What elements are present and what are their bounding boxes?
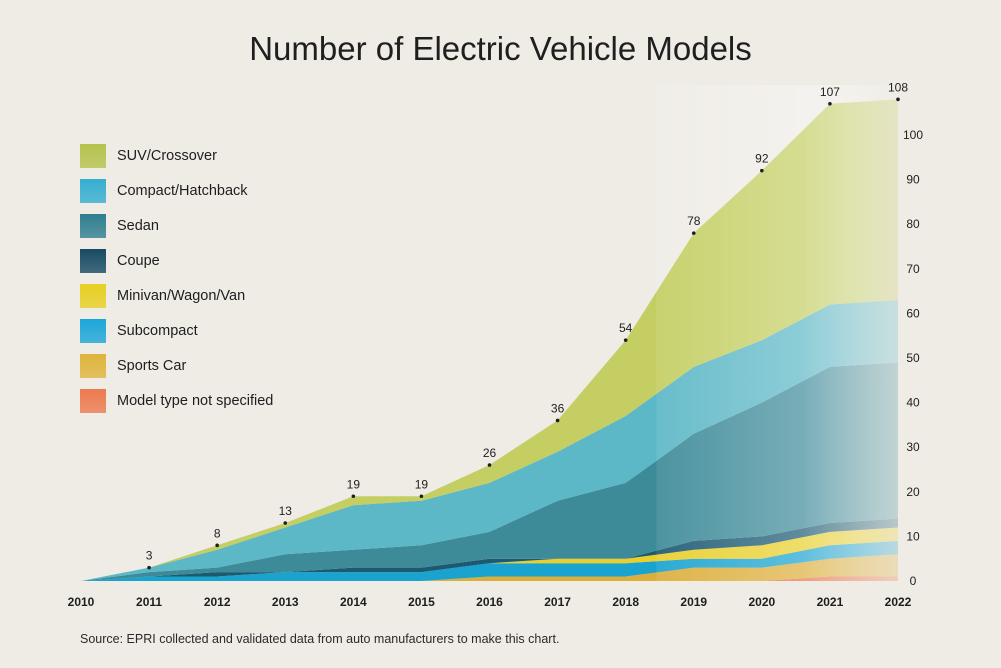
legend-swatch-model-type-not-specified xyxy=(80,388,106,413)
x-tick-2014: 2014 xyxy=(340,595,367,609)
y-axis: 0 10 20 30 40 50 60 70 80 90 100 xyxy=(903,128,923,588)
y-tick-0: 0 xyxy=(910,574,917,588)
x-tick-2011: 2011 xyxy=(136,595,162,609)
x-tick-2022: 2022 xyxy=(885,595,912,609)
chart-title: Number of Electric Vehicle Models xyxy=(249,30,752,67)
x-tick-2015: 2015 xyxy=(408,595,435,609)
legend-item-minivan-wagon-van: Minivan/Wagon/Van xyxy=(80,278,273,313)
y-tick-50: 50 xyxy=(906,351,920,365)
total-label-2016: 26 xyxy=(483,446,497,460)
total-label-2021: 107 xyxy=(820,85,840,99)
x-tick-2018: 2018 xyxy=(612,595,639,609)
y-tick-40: 40 xyxy=(906,396,920,410)
legend-label: Coupe xyxy=(117,252,160,269)
legend: SUV/Crossover Compact/Hatchback Sedan Coupe… xyxy=(80,138,273,418)
total-label-2019: 78 xyxy=(687,214,701,228)
legend-swatch-minivan-wagon-van xyxy=(80,283,106,308)
legend-swatch-subcompact xyxy=(80,318,106,343)
legend-swatch-sports-car xyxy=(80,353,106,378)
y-tick-10: 10 xyxy=(906,529,920,543)
x-tick-2021: 2021 xyxy=(817,595,844,609)
total-label-2013: 13 xyxy=(279,504,293,518)
total-marker-2016 xyxy=(487,463,492,467)
total-label-2011: 3 xyxy=(146,549,153,563)
total-labels: 3 8 13 19 19 26 36 54 78 92 107 108 xyxy=(146,80,908,570)
legend-label: Minivan/Wagon/Van xyxy=(117,287,246,304)
x-tick-2019: 2019 xyxy=(680,595,707,609)
total-marker-2021 xyxy=(828,101,832,106)
x-tick-2013: 2013 xyxy=(272,595,299,609)
total-marker-2015 xyxy=(419,494,424,499)
legend-label: Subcompact xyxy=(117,322,198,339)
x-tick-2016: 2016 xyxy=(476,595,503,609)
legend-label: Sedan xyxy=(117,217,159,234)
legend-item-subcompact: Subcompact xyxy=(80,313,273,348)
legend-item-suv-crossover: SUV/Crossover xyxy=(80,138,273,173)
legend-swatch-compact-hatchback xyxy=(80,178,106,203)
y-tick-30: 30 xyxy=(906,440,920,454)
total-label-2015: 19 xyxy=(415,477,429,491)
total-marker-2020 xyxy=(760,168,764,173)
legend-item-sedan: Sedan xyxy=(80,208,273,243)
legend-swatch-suv-crossover xyxy=(80,143,106,168)
total-marker-2022 xyxy=(896,97,900,102)
y-tick-70: 70 xyxy=(906,262,920,276)
legend-swatch-coupe xyxy=(80,248,106,273)
y-tick-90: 90 xyxy=(906,173,920,187)
x-tick-2017: 2017 xyxy=(544,595,571,609)
legend-item-sports-car: Sports Car xyxy=(80,348,273,383)
total-marker-2013 xyxy=(283,521,288,525)
total-label-2020: 92 xyxy=(755,152,769,166)
total-label-2022: 108 xyxy=(888,80,908,94)
legend-item-model-type-not-specified: Model type not specified xyxy=(80,383,273,418)
legend-item-compact-hatchback: Compact/Hatchback xyxy=(80,173,273,208)
y-tick-20: 20 xyxy=(906,485,920,499)
total-marker-2011 xyxy=(147,565,151,570)
legend-label: SUV/Crossover xyxy=(117,147,217,164)
projection-overlay xyxy=(656,85,899,581)
legend-label: Sports Car xyxy=(117,357,187,374)
legend-label: Compact/Hatchback xyxy=(117,182,248,199)
total-marker-2012 xyxy=(215,543,219,548)
total-marker-2014 xyxy=(351,494,356,499)
total-marker-2017 xyxy=(555,418,560,423)
total-label-2014: 19 xyxy=(347,477,361,491)
source-note: Source: EPRI collected and validated dat… xyxy=(80,632,560,646)
total-label-2017: 36 xyxy=(551,401,565,415)
y-tick-80: 80 xyxy=(906,217,920,231)
y-tick-100: 100 xyxy=(903,128,923,142)
x-tick-2020: 2020 xyxy=(748,595,775,609)
x-axis: 2010 2011 2012 2013 2014 2015 2016 2017 2018 2019… xyxy=(68,595,912,609)
x-tick-2010: 2010 xyxy=(68,595,95,609)
legend-swatch-sedan xyxy=(80,213,106,238)
y-tick-60: 60 xyxy=(906,306,920,320)
total-label-2018: 54 xyxy=(619,321,633,335)
x-tick-2012: 2012 xyxy=(204,595,231,609)
total-label-2012: 8 xyxy=(214,526,221,540)
total-marker-2019 xyxy=(691,231,696,235)
legend-label: Model type not specified xyxy=(117,392,274,409)
total-marker-2018 xyxy=(623,338,628,342)
legend-item-coupe: Coupe xyxy=(80,243,273,278)
